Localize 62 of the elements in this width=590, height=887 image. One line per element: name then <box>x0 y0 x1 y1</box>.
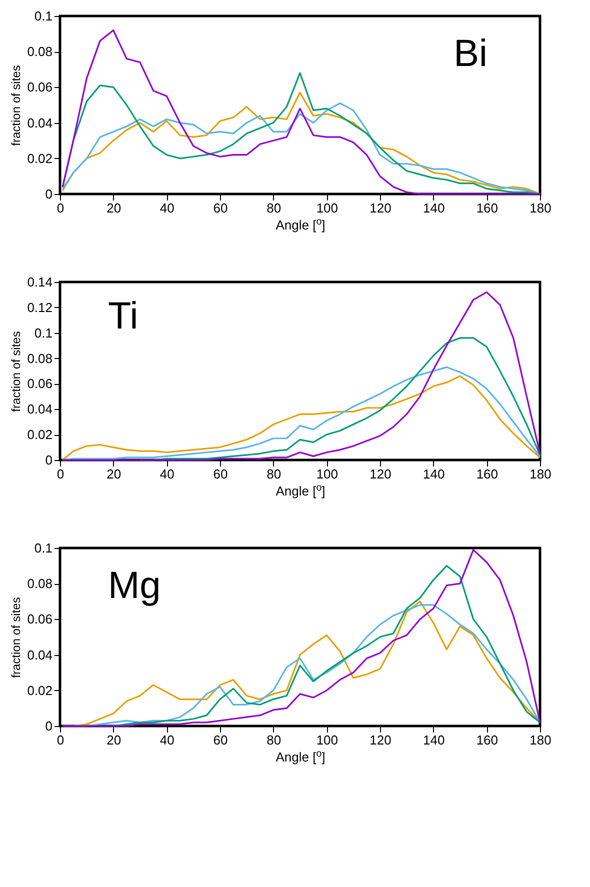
y-tick-label: 0.02 <box>27 150 52 166</box>
line-series <box>62 291 541 461</box>
x-tick-label: 0 <box>56 732 64 748</box>
x-tick-label: 80 <box>266 732 282 748</box>
line-series <box>62 548 541 727</box>
x-tick-label: 140 <box>422 466 445 482</box>
x-tick-label: 100 <box>316 732 338 748</box>
x-tick-label: 20 <box>106 732 122 748</box>
y-tick-label: 0.04 <box>27 402 52 417</box>
y-tick-label: 0.12 <box>27 300 52 315</box>
x-axis-title: Angle [$^{o}$] <box>276 748 326 764</box>
y-tick-label: 0.14 <box>27 274 52 290</box>
y-tick-label: 0.04 <box>27 115 52 130</box>
y-tick-label: 0.06 <box>27 80 52 95</box>
x-tick-label: 180 <box>530 732 552 748</box>
y-tick-label: 0.04 <box>27 647 52 662</box>
y-tick-label: 0.1 <box>34 8 52 24</box>
line-series <box>62 29 541 195</box>
y-axis-title: fraction of sites <box>9 65 24 146</box>
x-tick-label: 100 <box>316 466 338 482</box>
y-tick-label: 0 <box>45 186 52 202</box>
y-tick-label: 0 <box>45 452 52 468</box>
x-tick-label: 20 <box>106 200 122 216</box>
x-tick-label: 40 <box>160 732 174 748</box>
annotation: Ti <box>108 296 138 338</box>
x-tick-label: 100 <box>316 200 338 216</box>
y-tick-label: 0.06 <box>27 376 52 392</box>
x-tick-label: 0 <box>56 466 64 482</box>
x-tick-label: 160 <box>476 466 498 482</box>
x-tick-label: 140 <box>422 732 445 748</box>
y-tick-label: 0.06 <box>27 612 52 627</box>
x-tick-label: 60 <box>213 200 228 216</box>
x-tick-label: 60 <box>213 732 228 748</box>
annotation: Bi <box>454 33 488 76</box>
y-tick-label: 0 <box>45 718 52 734</box>
x-tick-label: 120 <box>370 732 392 748</box>
annotation: Mg <box>108 565 161 608</box>
x-tick-label: 20 <box>106 466 122 482</box>
y-tick-label: 0.08 <box>27 350 52 366</box>
y-tick-label: 0.02 <box>27 682 52 698</box>
x-tick-label: 160 <box>476 200 498 216</box>
x-tick-label: 120 <box>370 200 392 216</box>
x-tick-label: 140 <box>422 200 445 216</box>
x-tick-label: 40 <box>160 466 174 482</box>
y-tick-label: 0.1 <box>34 325 52 340</box>
x-tick-label: 0 <box>56 200 64 216</box>
x-tick-label: 60 <box>213 466 228 482</box>
x-tick-label: 180 <box>530 200 552 216</box>
x-tick-label: 40 <box>160 200 174 216</box>
x-tick-label: 80 <box>266 200 282 216</box>
y-axis-title: fraction of sites <box>9 331 24 412</box>
x-tick-label: 160 <box>476 732 498 748</box>
y-tick-label: 0.08 <box>27 44 52 60</box>
y-tick-label: 0.02 <box>27 427 52 442</box>
y-tick-label: 0.08 <box>27 576 52 592</box>
x-tick-label: 120 <box>370 466 392 482</box>
y-tick-label: 0.1 <box>34 540 52 556</box>
x-tick-label: 180 <box>530 466 552 482</box>
x-axis-title: Angle [$^{o}$] <box>276 482 326 498</box>
y-axis-title: fraction of sites <box>9 597 24 678</box>
x-tick-label: 80 <box>266 466 282 482</box>
x-axis-title: Angle [$^{o}$] <box>276 216 326 232</box>
